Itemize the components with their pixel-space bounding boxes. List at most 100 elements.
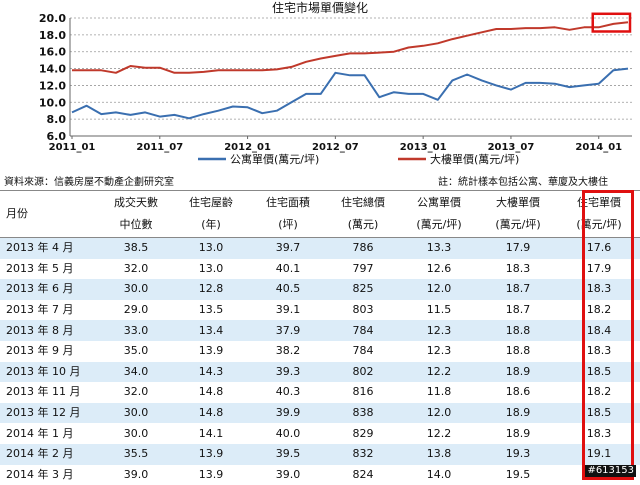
series-line-building [72,22,628,73]
month-cell: 2013 年 5 月 [0,259,100,280]
column-header-line: 大樓單價 [479,192,557,214]
y-tick-label: 12.0 [39,79,66,92]
note-text: 註：統計樣本包括公寓、華廈及大樓住 [438,176,608,190]
column-header: 公寓單價(萬元/坪) [400,191,478,238]
value-cell: 30.0 [100,403,172,424]
x-tick-label: 2011_07 [136,142,183,153]
month-cell: 2014 年 3 月 [0,465,100,485]
value-cell: 30.0 [100,279,172,300]
legend-label: 公寓單價(萬元/坪) [230,152,319,166]
month-cell: 2013 年 7 月 [0,300,100,321]
x-tick-label: 2013_07 [488,142,535,153]
month-cell: 2013 年 9 月 [0,341,100,362]
value-cell: 816 [326,382,400,403]
column-header-line: 住宅單價 [559,192,639,214]
value-cell: 38.2 [250,341,326,362]
value-cell: 12.0 [400,403,478,424]
value-cell: 19.5 [478,465,558,485]
y-tick-label: 14.0 [39,63,66,76]
column-header-line: 住宅屋齡 [173,192,249,214]
column-header: 住宅單價(萬元/坪) [558,191,640,238]
value-cell: 18.2 [558,382,640,403]
value-cell: 13.9 [172,341,250,362]
value-cell: 39.0 [100,465,172,485]
value-cell: 14.1 [172,423,250,444]
value-cell: 14.3 [172,362,250,383]
value-cell: 40.5 [250,279,326,300]
value-cell: 39.9 [250,403,326,424]
column-header: 住宅面積(坪) [250,191,326,238]
value-cell: 18.8 [478,320,558,341]
value-cell: 784 [326,341,400,362]
value-cell: 37.9 [250,320,326,341]
column-header: 住宅總價(萬元) [326,191,400,238]
y-tick-label: 10.0 [39,96,66,109]
value-cell: 18.3 [558,279,640,300]
value-cell: 38.5 [100,238,172,259]
column-header-line: 成交天數 [101,192,171,214]
value-cell: 12.0 [400,279,478,300]
value-cell: 32.0 [100,259,172,280]
month-cell: 2014 年 1 月 [0,423,100,444]
value-cell: 12.8 [172,279,250,300]
value-cell: 11.5 [400,300,478,321]
value-cell: 13.9 [172,444,250,465]
value-cell: 17.6 [558,238,640,259]
month-cell: 2013 年 8 月 [0,320,100,341]
column-header-line: (萬元/坪) [401,214,477,236]
value-cell: 18.3 [558,341,640,362]
value-cell: 18.9 [478,362,558,383]
watermark: #613153 [585,465,636,477]
column-header: 月份 [0,191,100,238]
value-cell: 18.6 [478,382,558,403]
value-cell: 18.2 [558,300,640,321]
value-cell: 14.8 [172,403,250,424]
value-cell: 18.7 [478,279,558,300]
value-cell: 17.9 [478,238,558,259]
value-cell: 12.3 [400,341,478,362]
value-cell: 12.3 [400,320,478,341]
value-cell: 786 [326,238,400,259]
y-tick-label: 16.0 [39,46,66,59]
value-cell: 40.1 [250,259,326,280]
value-cell: 13.0 [172,238,250,259]
value-cell: 13.9 [172,465,250,485]
value-cell: 802 [326,362,400,383]
y-tick-label: 20.0 [39,12,66,25]
month-cell: 2013 年 6 月 [0,279,100,300]
x-tick-label: 2013_01 [400,142,447,153]
value-cell: 18.9 [478,423,558,444]
value-cell: 39.3 [250,362,326,383]
x-tick-label: 2012_07 [312,142,359,153]
value-cell: 39.5 [250,444,326,465]
value-cell: 838 [326,403,400,424]
value-cell: 825 [326,279,400,300]
column-header: 住宅屋齡(年) [172,191,250,238]
value-cell: 14.0 [400,465,478,485]
housing-price-table: 月份成交天數中位數住宅屋齡(年)住宅面積(坪)住宅總價(萬元)公寓單價(萬元/坪… [0,190,640,485]
x-tick-label: 2014_01 [575,142,622,153]
value-cell: 19.3 [478,444,558,465]
column-header-line: 住宅總價 [327,192,399,214]
value-cell: 18.3 [558,423,640,444]
column-header-line: 月份 [6,203,99,225]
y-tick-label: 18.0 [39,29,66,42]
column-header-line: (坪) [251,214,325,236]
value-cell: 13.0 [172,259,250,280]
column-header-line: (萬元/坪) [479,214,557,236]
value-cell: 13.5 [172,300,250,321]
column-header-line: 住宅面積 [251,192,325,214]
value-cell: 829 [326,423,400,444]
value-cell: 13.8 [400,444,478,465]
month-cell: 2013 年 4 月 [0,238,100,259]
column-header-line: 公寓單價 [401,192,477,214]
